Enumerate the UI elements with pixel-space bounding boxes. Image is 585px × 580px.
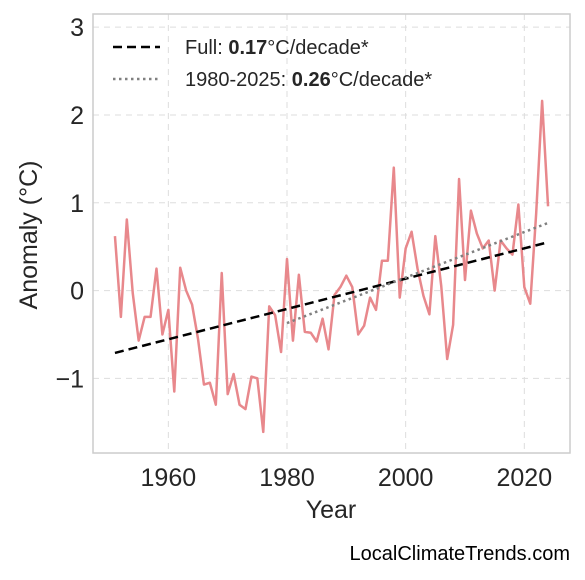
x-tick-label: 2000 — [378, 464, 434, 492]
legend-unit-recent: °C/decade* — [331, 69, 433, 91]
x-axis-title: Year — [306, 496, 357, 524]
recent-trend-line — [286, 221, 549, 325]
legend-entry-full: Full: 0.17°C/decade* — [185, 37, 369, 59]
full-trend-line — [114, 241, 549, 355]
legend-value-recent: 0.26 — [292, 69, 331, 91]
legend-value-full: 0.17 — [228, 37, 267, 59]
legend-label-recent: 1980-2025: — [185, 69, 292, 91]
plot-frame — [92, 13, 571, 454]
y-tick-label: 2 — [70, 102, 84, 130]
y-tick-label: 3 — [70, 14, 84, 42]
x-tick-label: 1960 — [141, 464, 197, 492]
x-tick-label: 2020 — [497, 464, 553, 492]
watermark: LocalClimateTrends.com — [350, 543, 570, 565]
series-layer — [113, 99, 550, 434]
anomaly-series-line — [113, 99, 550, 434]
x-tick-label: 1980 — [259, 464, 315, 492]
y-tick-label: 1 — [70, 190, 84, 218]
tick-layer: 1960 1980 2000 2020 3 2 1 0 −1 — [55, 14, 552, 492]
legend: Full: 0.17°C/decade* 1980-2025: 0.26°C/d… — [113, 37, 432, 91]
legend-entry-recent: 1980-2025: 0.26°C/decade* — [185, 69, 432, 91]
y-tick-label: −1 — [55, 365, 84, 393]
y-tick-label: 0 — [70, 278, 84, 306]
legend-unit-full: °C/decade* — [267, 37, 369, 59]
y-axis-title: Anomaly (°C) — [15, 161, 43, 310]
legend-label-full: Full: — [185, 37, 228, 59]
